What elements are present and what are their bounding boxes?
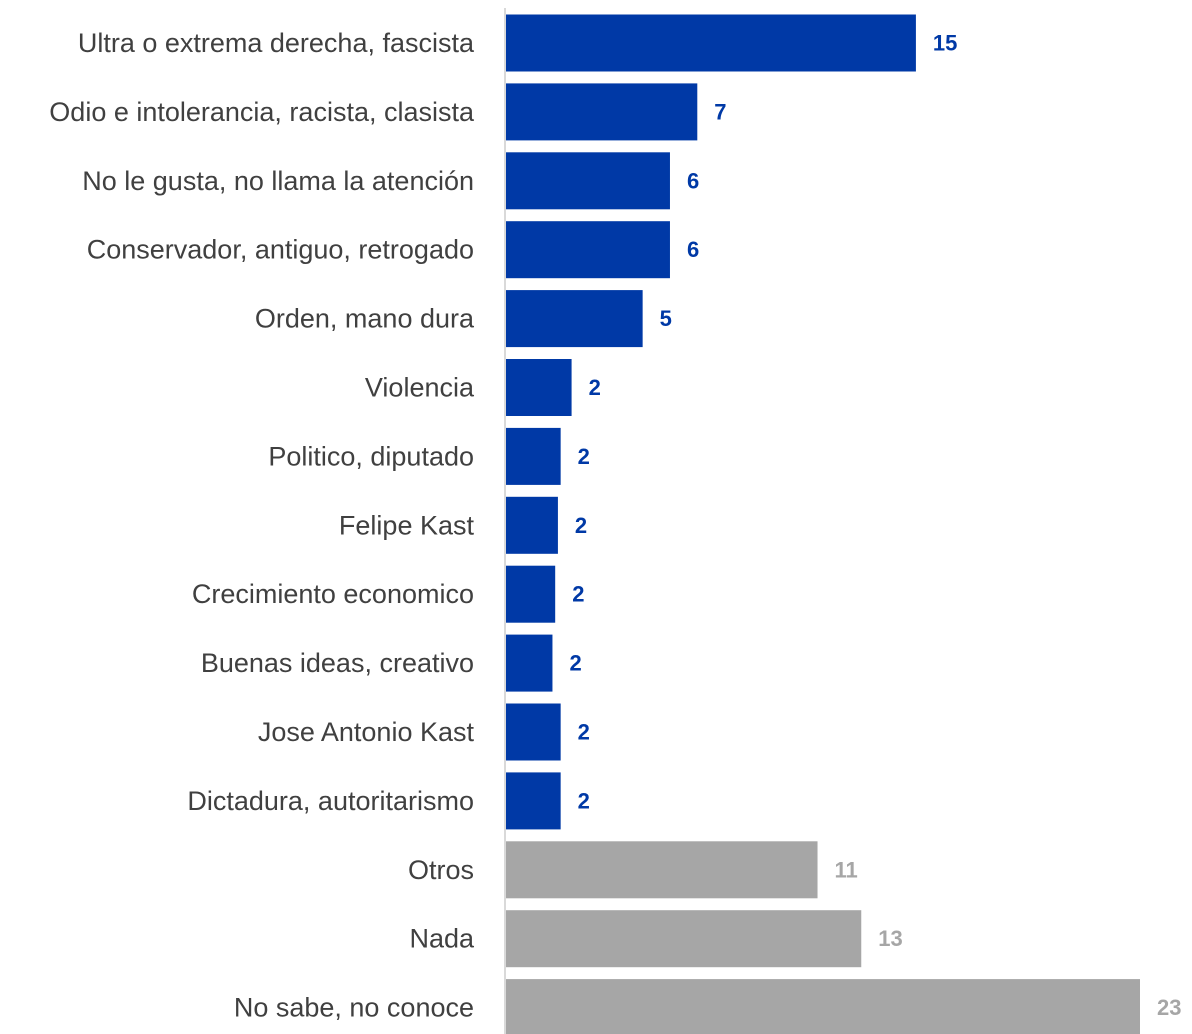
bar xyxy=(506,83,698,141)
data-label: 15 xyxy=(933,31,957,56)
category-label: No sabe, no conoce xyxy=(234,993,474,1023)
data-label: 6 xyxy=(687,168,699,193)
category-label: Orden, mano dura xyxy=(255,304,475,334)
bar xyxy=(506,772,561,830)
bar xyxy=(506,496,558,554)
bar xyxy=(506,703,561,761)
category-label: Jose Antonio Kast xyxy=(258,717,475,747)
category-label: Violencia xyxy=(365,373,475,403)
category-label: Conservador, antiguo, retrogado xyxy=(87,235,474,265)
data-label: 2 xyxy=(575,513,587,538)
category-label: Politico, diputado xyxy=(268,441,474,471)
bar xyxy=(506,14,916,72)
data-label: 5 xyxy=(660,306,672,331)
data-label: 2 xyxy=(578,444,590,469)
data-label: 23 xyxy=(1157,995,1181,1020)
bar xyxy=(506,979,1140,1034)
category-label: Buenas ideas, creativo xyxy=(201,648,474,678)
bar xyxy=(506,290,643,348)
bar xyxy=(506,634,553,692)
category-label: No le gusta, no llama la atención xyxy=(82,166,474,196)
category-label: Ultra o extrema derecha, fascista xyxy=(78,28,475,58)
data-label: 2 xyxy=(572,582,584,607)
category-label: Dictadura, autoritarismo xyxy=(187,786,474,816)
bar xyxy=(506,152,670,210)
category-label: Felipe Kast xyxy=(339,510,475,540)
bar xyxy=(506,221,670,279)
category-label: Odio e intolerancia, racista, clasista xyxy=(49,97,475,127)
bar xyxy=(506,910,862,968)
bar xyxy=(506,565,556,623)
data-label: 13 xyxy=(878,926,902,951)
data-label: 7 xyxy=(714,99,726,124)
data-label: 2 xyxy=(589,375,601,400)
bar xyxy=(506,427,561,485)
bar xyxy=(506,359,572,416)
category-label: Nada xyxy=(409,924,475,954)
data-label: 11 xyxy=(835,857,858,882)
category-label: Otros xyxy=(408,855,474,885)
data-label: 2 xyxy=(578,720,590,745)
bar xyxy=(506,841,818,899)
category-label: Crecimiento economico xyxy=(192,579,474,609)
data-label: 6 xyxy=(687,237,699,262)
data-label: 2 xyxy=(578,788,590,813)
data-label: 2 xyxy=(569,651,581,676)
